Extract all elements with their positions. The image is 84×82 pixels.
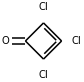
Text: Cl: Cl: [71, 36, 81, 46]
Text: Cl: Cl: [39, 70, 48, 80]
Text: O: O: [2, 36, 9, 46]
Text: Cl: Cl: [39, 2, 48, 12]
